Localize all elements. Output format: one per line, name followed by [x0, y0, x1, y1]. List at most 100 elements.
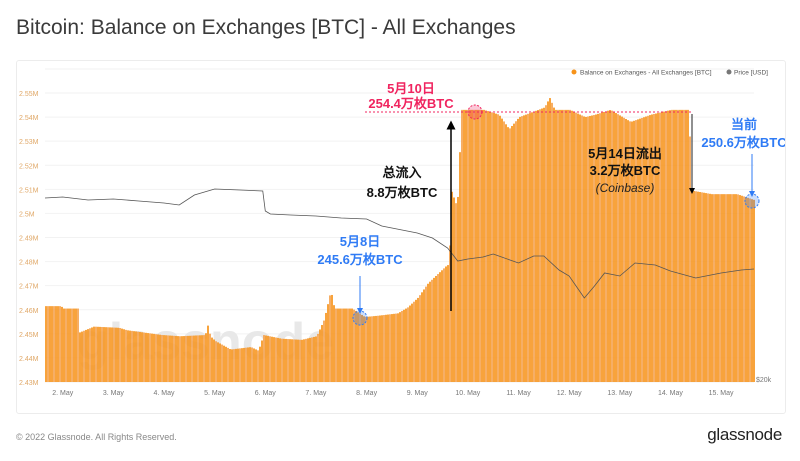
balance-bar: [53, 306, 55, 382]
balance-bar: [483, 109, 485, 382]
balance-bar: [129, 330, 131, 382]
balance-bar: [55, 306, 57, 382]
peak-date-label: 5月10日: [387, 81, 435, 96]
balance-bar: [61, 306, 63, 382]
balance-bar: [261, 340, 263, 382]
x-tick-label: 5. May: [204, 390, 226, 397]
balance-bar: [547, 101, 549, 382]
balance-bar: [631, 121, 633, 382]
balance-bar: [637, 119, 639, 383]
balance-bar: [467, 109, 469, 382]
balance-bar: [729, 194, 731, 382]
x-tick-label: 9. May: [407, 390, 429, 397]
balance-bar: [73, 308, 75, 382]
balance-bar: [579, 114, 581, 382]
balance-bar: [135, 331, 137, 382]
balance-bar: [481, 109, 483, 382]
glassnode-logo[interactable]: glassnode: [707, 425, 782, 444]
balance-bar: [169, 335, 171, 382]
balance-bar: [271, 336, 273, 382]
balance-bar: [621, 116, 623, 383]
y-tick-label: 2.43M: [19, 380, 39, 387]
balance-bar: [253, 348, 255, 382]
balance-bar: [437, 274, 439, 382]
balance-bar: [389, 314, 391, 382]
balance-bar: [561, 109, 563, 382]
balance-bar: [63, 308, 65, 382]
balance-bar: [705, 193, 707, 382]
balance-bar: [119, 327, 121, 382]
balance-bar: [321, 325, 323, 382]
balance-bar: [249, 347, 251, 382]
balance-bar: [683, 109, 685, 382]
balance-bar: [661, 112, 663, 382]
balance-bar: [267, 335, 269, 382]
balance-bar: [83, 330, 85, 382]
balance-bar: [359, 313, 361, 382]
balance-bar: [325, 312, 327, 382]
balance-bar: [71, 308, 73, 382]
balance-bar: [75, 308, 77, 382]
balance-bar: [77, 308, 79, 382]
x-tick-label: 6. May: [255, 390, 277, 397]
balance-bar: [113, 327, 115, 382]
balance-bar: [317, 333, 319, 382]
balance-bar: [245, 347, 247, 382]
balance-bar: [699, 192, 701, 382]
balance-bar: [447, 265, 449, 382]
balance-bar: [281, 338, 283, 382]
balance-bar: [461, 109, 463, 382]
balance-bar: [619, 115, 621, 383]
balance-bar: [731, 194, 733, 382]
balance-bar: [349, 308, 351, 382]
balance-bar: [587, 116, 589, 382]
balance-bar: [571, 110, 573, 383]
balance-bar: [423, 289, 425, 382]
balance-bar: [599, 113, 601, 382]
balance-bar: [507, 127, 509, 382]
x-tick-label: 3. May: [103, 390, 125, 397]
page-title: Bitcoin: Balance on Exchanges [BTC] - Al…: [16, 16, 516, 39]
balance-bar: [451, 191, 453, 382]
balance-bar: [201, 335, 203, 382]
balance-bar: [735, 194, 737, 382]
balance-bar: [179, 336, 181, 382]
balance-bar: [657, 113, 659, 382]
x-tick-label: 12. May: [557, 390, 582, 397]
balance-bar: [697, 191, 699, 382]
balance-bar: [347, 308, 349, 382]
balance-bar: [305, 338, 307, 382]
current-marker: [744, 193, 760, 209]
balance-bar: [199, 335, 201, 382]
inflow-value-label: 8.8万枚BTC: [367, 185, 438, 200]
balance-bar: [663, 111, 665, 382]
balance-bar: [121, 328, 123, 382]
balance-bar: [459, 152, 461, 382]
balance-bar: [105, 327, 107, 382]
balance-bar: [575, 112, 577, 382]
balance-bar: [487, 111, 489, 382]
balance-bar: [695, 191, 697, 382]
balance-bar: [489, 111, 491, 382]
balance-bar: [515, 121, 517, 383]
balance-bar: [299, 339, 301, 382]
balance-bar: [529, 113, 531, 382]
balance-bar: [331, 294, 333, 382]
balance-bar: [193, 335, 195, 382]
chart-card: 2.43M 2.44M 2.45M 2.46M 2.47M 2.48M 2.49M 2.5M 2…: [16, 60, 786, 414]
balance-bar: [473, 109, 475, 382]
balance-bar: [397, 313, 399, 382]
price-line: [44, 188, 755, 299]
may8-marker: [352, 310, 368, 326]
balance-bar: [145, 332, 147, 382]
legend-balance-marker: [571, 69, 577, 75]
balance-bar: [97, 326, 99, 382]
footer-copyright: © 2022 Glassnode. All Rights Reserved.: [16, 432, 177, 442]
balance-bar: [381, 315, 383, 382]
inflow-label: 总流入: [382, 165, 421, 180]
balance-bar: [709, 193, 711, 382]
outflow-value-label: 3.2万枚BTC: [590, 163, 661, 178]
balance-bar: [555, 109, 557, 382]
balance-bar: [595, 114, 597, 383]
balance-bar: [613, 111, 615, 382]
